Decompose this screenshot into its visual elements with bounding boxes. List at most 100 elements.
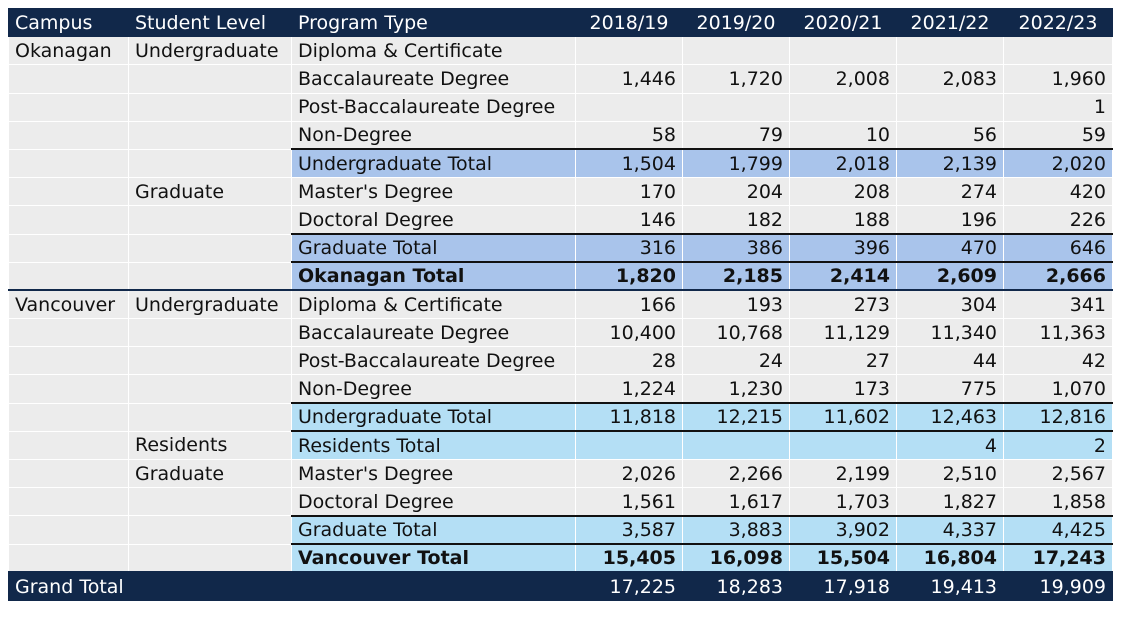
value-cell: 170 — [575, 177, 683, 207]
table-row: Vancouver Total 15,405 16,098 15,504 16,804 1… — [8, 543, 1113, 573]
value-cell: 79 — [682, 120, 790, 150]
value-cell — [896, 36, 1004, 66]
value-cell: 1,703 — [789, 487, 897, 517]
table-row: Non-Degree 1,224 1,230 173 775 1,070 — [8, 374, 1113, 404]
campus-cell — [8, 402, 129, 432]
grand-total-cell: 17,918 — [789, 571, 897, 601]
campus-cell — [8, 233, 129, 263]
header-program-type: Program Type — [291, 7, 576, 38]
table-row: Residents Residents Total 4 2 — [8, 430, 1113, 461]
value-cell: 1,799 — [682, 148, 790, 179]
value-cell: 44 — [896, 346, 1004, 376]
value-cell — [682, 92, 790, 122]
value-cell — [682, 430, 790, 461]
value-cell — [789, 430, 897, 461]
value-cell: 11,129 — [789, 318, 897, 348]
value-cell: 188 — [789, 205, 897, 235]
campus-cell — [8, 374, 129, 404]
student-level-cell — [128, 543, 292, 573]
table-footer: Grand Total 17,225 18,283 17,918 19,413 … — [8, 571, 1113, 601]
value-cell: 12,816 — [1003, 402, 1113, 432]
program-type-cell: Non-Degree — [291, 374, 576, 404]
value-cell: 16,098 — [682, 543, 790, 573]
header-year-2021-22: 2021/22 — [896, 7, 1004, 38]
campus-cell — [8, 64, 129, 94]
value-cell: 15,405 — [575, 543, 683, 573]
value-cell — [575, 430, 683, 461]
campus-cell: Vancouver — [8, 289, 129, 320]
student-level-cell — [128, 487, 292, 517]
value-cell: 226 — [1003, 205, 1113, 235]
student-level-cell: Undergraduate — [128, 36, 292, 66]
table-row: Graduate Total 316 386 396 470 646 — [8, 232, 1113, 263]
value-cell: 10 — [789, 120, 897, 150]
value-cell: 28 — [575, 346, 683, 376]
table-row: Okanagan Undergraduate Diploma & Certifica… — [8, 36, 1113, 66]
student-level-cell — [128, 205, 292, 235]
value-cell: 3,883 — [682, 514, 790, 545]
program-type-cell: Master's Degree — [291, 458, 576, 489]
header-campus: Campus — [8, 7, 129, 38]
value-cell — [789, 92, 897, 122]
value-cell: 1,858 — [1003, 487, 1113, 517]
value-cell: 470 — [896, 232, 1004, 263]
program-type-cell: Baccalaureate Degree — [291, 318, 576, 348]
value-cell — [789, 36, 897, 66]
value-cell: 4,425 — [1003, 514, 1113, 545]
value-cell: 2,414 — [789, 261, 897, 291]
table-row: Undergraduate Total 11,818 12,215 11,602 12,… — [8, 402, 1113, 432]
value-cell: 386 — [682, 232, 790, 263]
value-cell: 2 — [1003, 430, 1113, 461]
table-row: Vancouver Undergraduate Diploma & Certific… — [8, 289, 1113, 320]
campus-cell — [8, 148, 129, 179]
value-cell: 420 — [1003, 177, 1113, 207]
value-cell: 16,804 — [896, 543, 1004, 573]
header-student-level: Student Level — [128, 7, 292, 38]
value-cell: 2,510 — [896, 458, 1004, 489]
campus-cell — [8, 177, 129, 207]
value-cell: 182 — [682, 205, 790, 235]
value-cell: 193 — [682, 289, 790, 320]
student-level-cell: Undergraduate — [128, 289, 292, 320]
program-type-cell: Diploma & Certificate — [291, 289, 576, 320]
value-cell: 12,215 — [682, 402, 790, 432]
student-level-cell — [128, 233, 292, 263]
campus-cell — [8, 318, 129, 348]
value-cell: 1,561 — [575, 487, 683, 517]
value-cell: 775 — [896, 374, 1004, 404]
student-level-cell: Graduate — [128, 177, 292, 207]
value-cell: 2,083 — [896, 64, 1004, 94]
value-cell: 2,567 — [1003, 458, 1113, 489]
program-type-cell: Diploma & Certificate — [291, 36, 576, 66]
value-cell: 2,020 — [1003, 148, 1113, 179]
enrolment-table: Campus Student Level Program Type 2018/1… — [8, 7, 1113, 601]
header-year-2019-20: 2019/20 — [682, 7, 790, 38]
table-row: Graduate Total 3,587 3,883 3,902 4,337 4,425 — [8, 514, 1113, 545]
value-cell: 10,768 — [682, 318, 790, 348]
header-row: Campus Student Level Program Type 2018/1… — [8, 7, 1113, 38]
value-cell: 12,463 — [896, 402, 1004, 432]
student-level-cell — [128, 515, 292, 545]
program-type-cell: Graduate Total — [291, 514, 576, 545]
value-cell: 1,720 — [682, 64, 790, 94]
program-type-cell: Baccalaureate Degree — [291, 64, 576, 94]
value-cell: 304 — [896, 289, 1004, 320]
program-type-cell: Non-Degree — [291, 120, 576, 150]
value-cell: 316 — [575, 232, 683, 263]
value-cell: 146 — [575, 205, 683, 235]
value-cell: 1,070 — [1003, 374, 1113, 404]
header-year-2020-21: 2020/21 — [789, 7, 897, 38]
value-cell: 341 — [1003, 289, 1113, 320]
grand-total-cell: 18,283 — [682, 571, 790, 601]
value-cell: 4 — [896, 430, 1004, 461]
program-type-cell: Undergraduate Total — [291, 402, 576, 432]
campus-cell — [8, 346, 129, 376]
grand-total-label: Grand Total — [8, 571, 576, 601]
table-row: Undergraduate Total 1,504 1,799 2,018 2,139 2… — [8, 148, 1113, 179]
value-cell: 1 — [1003, 92, 1113, 122]
student-level-cell — [128, 92, 292, 122]
value-cell: 396 — [789, 232, 897, 263]
value-cell: 59 — [1003, 120, 1113, 150]
grand-total-row: Grand Total 17,225 18,283 17,918 19,413 … — [8, 571, 1113, 601]
student-level-cell — [128, 374, 292, 404]
